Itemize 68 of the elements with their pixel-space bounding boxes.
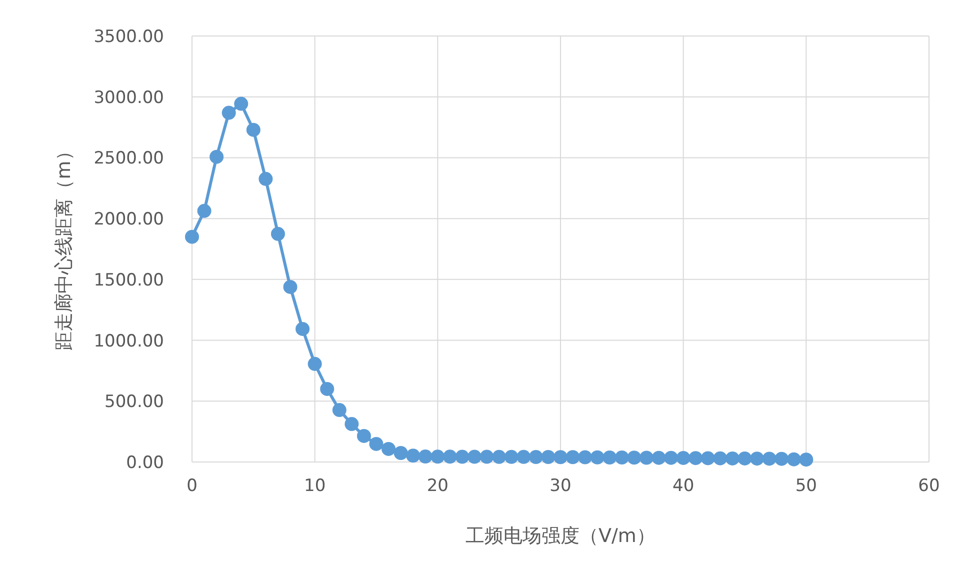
point [246, 122, 260, 137]
point [468, 450, 482, 464]
y-tick-label: 1500.00 [94, 270, 164, 290]
point [786, 452, 801, 466]
point [688, 451, 703, 466]
x-tick-label: 50 [795, 476, 817, 496]
point [799, 452, 814, 467]
point [320, 382, 334, 396]
y-tick-label: 3500.00 [94, 27, 164, 47]
y-tick-label: 3000.00 [94, 88, 164, 108]
point [504, 450, 518, 464]
point [406, 448, 420, 463]
point [369, 436, 384, 451]
point [541, 450, 556, 464]
point [332, 403, 346, 418]
point [455, 450, 470, 464]
point [713, 451, 728, 466]
point [197, 204, 212, 218]
point [344, 417, 359, 432]
point [210, 150, 224, 164]
point [627, 450, 642, 465]
point [725, 451, 740, 466]
point [664, 450, 678, 465]
point [394, 446, 408, 460]
point [430, 450, 445, 464]
point [418, 450, 432, 464]
x-axis-title: 工频电场强度（V/m） [466, 525, 656, 547]
point [700, 451, 715, 466]
x-tick-label: 60 [918, 476, 940, 496]
point [578, 450, 592, 464]
point [270, 226, 285, 241]
point [676, 450, 690, 465]
point [222, 106, 236, 120]
point [738, 451, 752, 466]
y-tick-label: 1000.00 [94, 331, 164, 352]
y-tick-label: 0.00 [126, 453, 164, 473]
point [762, 452, 776, 466]
point [258, 172, 273, 186]
point [185, 230, 199, 244]
point [516, 450, 531, 464]
point [652, 450, 666, 465]
point [590, 450, 604, 464]
point [382, 442, 396, 456]
x-tick-label: 20 [426, 476, 448, 496]
y-tick-label: 500.00 [104, 392, 164, 412]
x-tick-label: 40 [672, 476, 694, 496]
point [774, 452, 789, 466]
point [528, 450, 543, 464]
y-tick-label: 2500.00 [94, 148, 164, 169]
point [750, 452, 764, 466]
point [614, 450, 629, 464]
point [356, 428, 371, 443]
x-tick-label: 0 [186, 476, 198, 496]
point [296, 322, 310, 336]
y-axis-title: 距走廊中心线距离（m） [53, 142, 75, 350]
point [480, 450, 494, 464]
point [308, 356, 322, 371]
point [283, 280, 298, 294]
point [492, 450, 506, 464]
point [234, 96, 248, 111]
point [554, 450, 568, 464]
point [602, 450, 617, 464]
y-tick-label: 2000.00 [94, 210, 164, 230]
point [566, 450, 580, 464]
point [442, 450, 457, 464]
x-tick-label: 10 [304, 476, 326, 496]
x-tick-label: 30 [550, 476, 572, 496]
point [639, 450, 654, 465]
